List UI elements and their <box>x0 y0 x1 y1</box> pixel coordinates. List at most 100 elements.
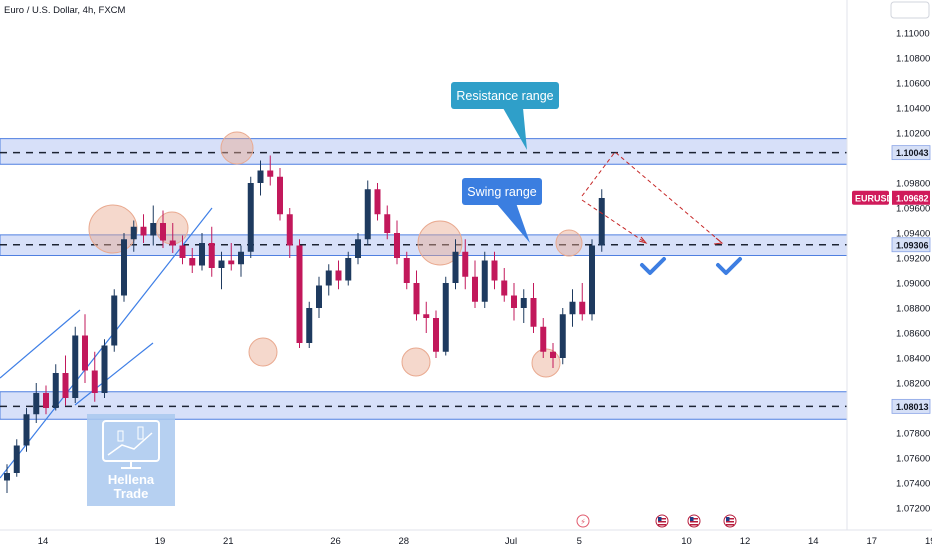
candle <box>403 251 410 290</box>
candle <box>335 260 342 290</box>
candle <box>394 220 400 265</box>
projection-arrows <box>581 151 724 245</box>
candle <box>121 233 127 302</box>
candle <box>208 226 215 277</box>
candle <box>267 155 274 186</box>
price-tick-label: 1.09600 <box>896 204 930 215</box>
candle <box>228 243 235 271</box>
candle <box>277 168 283 221</box>
candle <box>462 239 469 290</box>
price-tag-box <box>891 145 931 161</box>
candle <box>569 289 576 327</box>
candle <box>13 439 20 477</box>
resistance-price-tag: 1.10043 <box>891 145 931 161</box>
candle <box>511 283 517 321</box>
time-tick-label: 14 <box>808 536 819 547</box>
candle-body <box>121 239 127 296</box>
candle-body <box>62 373 69 398</box>
candle-body <box>189 258 196 266</box>
price-tick-label: 1.07600 <box>896 454 930 465</box>
candle-body <box>442 283 449 352</box>
candle <box>247 176 254 258</box>
candle <box>364 180 371 246</box>
candle-body <box>394 233 400 258</box>
price-tick-label: 1.08600 <box>896 329 930 340</box>
candle <box>433 310 439 358</box>
candle <box>218 251 225 290</box>
candle-body <box>423 314 430 318</box>
candle-body <box>520 298 527 308</box>
swing-callout[interactable]: Swing range <box>462 178 542 243</box>
candle <box>374 183 381 221</box>
candle <box>550 343 556 368</box>
candle-body <box>550 351 556 358</box>
lightning-event-icon[interactable]: ⚡ <box>576 514 590 528</box>
candle-body <box>52 373 59 408</box>
candle <box>43 385 49 415</box>
us-flag-event-icon[interactable] <box>655 514 669 528</box>
candle-body <box>43 393 49 408</box>
candle <box>189 248 196 273</box>
candle <box>296 239 303 348</box>
candle-body <box>228 260 235 265</box>
candle-body <box>130 226 137 240</box>
event-markers[interactable]: ⚡ <box>576 514 737 528</box>
logo-line1: Hellena <box>108 472 155 487</box>
candle <box>491 251 498 290</box>
us-flag-event-icon[interactable] <box>723 514 737 528</box>
candle-body <box>598 198 605 246</box>
candle-body <box>559 314 566 358</box>
chart-title: Euro / U.S. Dollar, 4h, FXCM <box>4 5 126 16</box>
candle <box>4 464 10 493</box>
highlight-circle <box>417 220 463 266</box>
candle <box>559 308 566 365</box>
scale-settings-button[interactable] <box>890 1 930 19</box>
candle-body <box>199 243 205 266</box>
candle-body <box>101 345 108 393</box>
candle-body <box>247 183 254 252</box>
monitor-icon <box>102 420 160 469</box>
candle <box>540 318 547 358</box>
arrow-head <box>713 237 724 245</box>
candle-body <box>433 318 439 352</box>
highlight-circle <box>88 204 138 254</box>
price-tags: 1.10043 1.09306 1.08013 EURUSD 1.09682 <box>852 145 931 414</box>
price-tag-label: 1.08013 <box>896 402 929 412</box>
resistance-callout[interactable]: Resistance range <box>451 82 559 150</box>
candle <box>257 160 264 196</box>
candle <box>501 268 508 302</box>
us-flag-event-icon[interactable] <box>687 514 701 528</box>
symbol-tag-label: EURUSD <box>855 193 894 203</box>
price-tick-label: 1.09200 <box>896 254 930 265</box>
candle-body <box>33 393 40 415</box>
current-price-tag: EURUSD 1.09682 <box>852 190 930 205</box>
candle <box>23 408 30 452</box>
time-tick-label: 26 <box>330 536 341 547</box>
price-tick-label: 1.10600 <box>896 79 930 90</box>
current-price-box <box>892 190 930 205</box>
candle-body <box>481 260 488 302</box>
highlight-circle <box>555 229 583 257</box>
candle-body <box>257 170 264 183</box>
time-tick-label: 19 <box>925 536 932 547</box>
projection-arrow-short <box>581 199 647 244</box>
logo-line2: Trade <box>114 486 149 501</box>
candle <box>530 283 537 333</box>
candle <box>199 233 205 271</box>
symbol-tag-box <box>852 190 889 205</box>
time-tick-label: 14 <box>38 536 49 547</box>
candle <box>598 189 605 252</box>
candle-body <box>140 226 147 236</box>
candle-body <box>286 214 293 246</box>
candle-body <box>403 258 410 283</box>
candle-body <box>355 239 361 258</box>
price-tag-box <box>891 398 931 414</box>
projection-arrow-long <box>581 151 723 244</box>
support-price-tag: 1.08013 <box>891 398 931 414</box>
candle <box>82 314 88 383</box>
price-scale-ticks: 1.11000 1.10800 1.10600 1.10400 1.10200 1.098… <box>896 29 930 515</box>
candle <box>101 339 108 398</box>
price-tag-box <box>891 237 931 253</box>
